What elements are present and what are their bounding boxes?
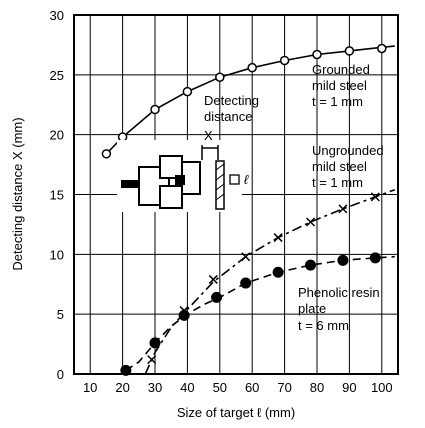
axes: [73, 14, 399, 375]
x-tick-label: 50: [213, 380, 227, 395]
data-point: [120, 364, 132, 376]
data-point: [338, 204, 348, 214]
series-label-grounded-1: Grounded: [312, 62, 370, 77]
target-hatch-1: [215, 163, 225, 171]
series-label-phenolic-1: Phenolic resin: [298, 285, 380, 300]
data-point: [247, 62, 257, 73]
data-point-stroke: [305, 217, 316, 227]
data-point: [117, 132, 128, 142]
target-hatch-2: [215, 173, 225, 181]
series-label-ungrounded-2: mild steel: [312, 159, 367, 174]
y-tick-label: 20: [50, 128, 64, 143]
x-axis-title: Size of target ℓ (mm): [177, 405, 295, 420]
series-label-ungrounded-3: t = 1 mm: [312, 175, 363, 190]
data-point: [182, 86, 193, 97]
data-point: [215, 72, 225, 82]
series-label-phenolic-3: t = 6 mm: [298, 318, 349, 333]
y-tick-label: 5: [57, 307, 64, 322]
data-point: [240, 277, 252, 289]
data-point: [101, 149, 112, 159]
data-point-stroke: [147, 355, 157, 365]
data-point: [211, 291, 223, 303]
y-tick-label: 30: [50, 8, 64, 23]
sensor-tip: [175, 175, 185, 185]
inset-x-label: X: [204, 128, 213, 143]
x-tick-label: 20: [115, 380, 129, 395]
data-point-stroke: [241, 252, 251, 262]
series-group: [101, 43, 396, 376]
inset-label-line-2: distance: [204, 109, 252, 124]
data-point: [241, 252, 251, 262]
data-point: [147, 355, 157, 365]
x-tick-label: 80: [310, 380, 324, 395]
sensor-nut-top: [159, 155, 183, 179]
inset-size-label: ℓ: [244, 172, 249, 187]
tick-labels: 10 20 30 40 50 60 70 80 90 100 0 5 10 15 20 25 30: [50, 8, 393, 395]
data-point: [208, 274, 218, 284]
y-tick-label: 25: [50, 68, 64, 83]
x-tick-label: 60: [245, 380, 259, 395]
data-point: [149, 337, 161, 349]
target-hatch-4: [215, 193, 225, 201]
x-tick-label: 90: [342, 380, 356, 395]
data-point-stroke: [273, 233, 283, 243]
target-plate: [215, 160, 225, 210]
sensor-cable: [121, 180, 139, 188]
x-tick-label: 30: [148, 380, 162, 395]
data-point: [272, 266, 284, 278]
data-point: [344, 46, 355, 56]
data-point: [369, 252, 381, 264]
series-label-grounded-2: mild steel: [312, 78, 367, 93]
x-tick-label: 10: [83, 380, 97, 395]
y-tick-label: 10: [50, 247, 64, 262]
target-square-icon: [229, 174, 240, 185]
data-point: [377, 43, 387, 54]
x-tick-label: 70: [277, 380, 291, 395]
data-point: [370, 192, 380, 202]
x-tick-label: 100: [371, 380, 393, 395]
series-label-phenolic-2: plate: [298, 301, 326, 316]
y-tick-label: 15: [50, 188, 64, 203]
data-point: [305, 217, 316, 227]
y-tick-label: 0: [57, 367, 64, 382]
annotations: Detecting distance X ℓ Grounded mild ste…: [204, 62, 384, 333]
data-point: [279, 55, 290, 66]
plot-frame: [73, 14, 399, 375]
data-point: [305, 259, 317, 271]
sensor-nut-bottom: [159, 185, 183, 209]
data-point: [178, 309, 190, 321]
data-point: [150, 104, 160, 115]
data-point-stroke: [208, 274, 218, 284]
x-tick-label: 40: [180, 380, 194, 395]
sensor-inset: [117, 140, 242, 212]
data-point: [273, 233, 283, 243]
y-axis-title: Detecting distance X (mm): [10, 117, 25, 270]
data-point-stroke: [370, 192, 380, 202]
data-point: [312, 49, 322, 60]
inset-label-line-1: Detecting: [204, 93, 259, 108]
series-label-ungrounded-1: Ungrounded: [312, 143, 384, 158]
data-point-stroke: [338, 204, 348, 214]
series-label-grounded-3: t = 1 mm: [312, 94, 363, 109]
data-point: [337, 254, 349, 266]
target-hatch-3: [215, 183, 225, 191]
